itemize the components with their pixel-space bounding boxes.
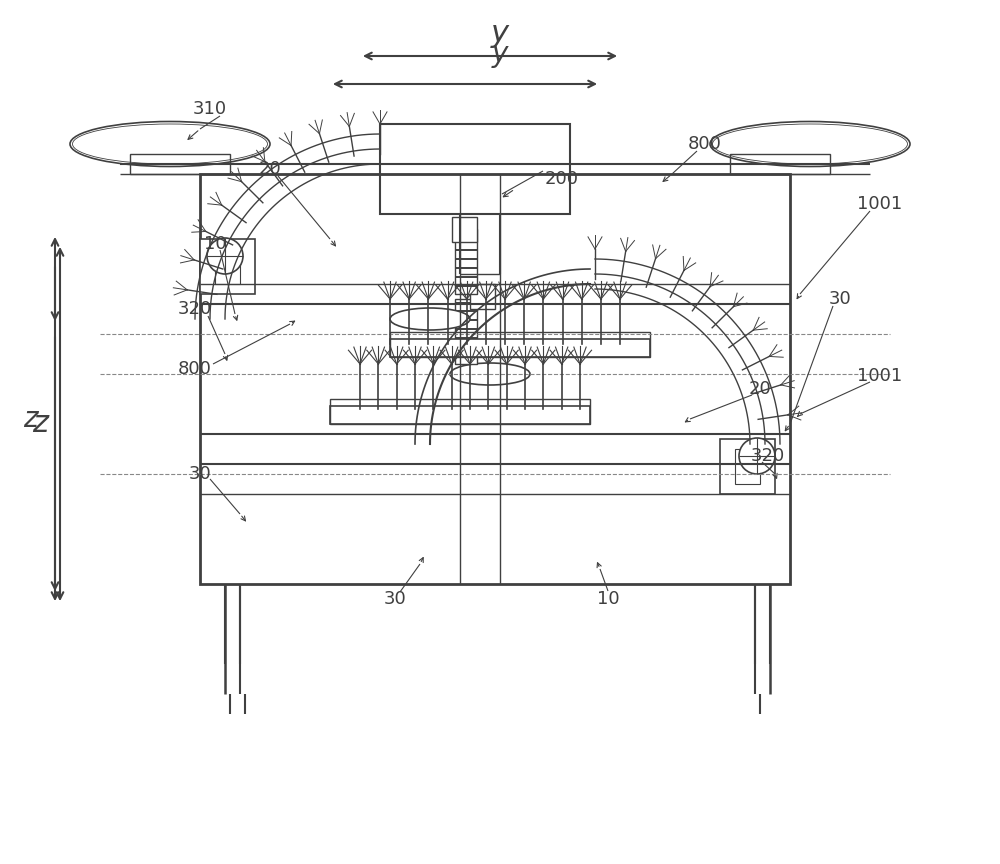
- Bar: [455, 241, 477, 249]
- Text: 30: 30: [384, 590, 406, 608]
- Bar: [720, 439, 775, 494]
- Circle shape: [739, 438, 775, 474]
- Bar: [455, 329, 477, 337]
- Bar: [735, 449, 760, 484]
- Bar: [455, 277, 477, 285]
- Bar: [455, 299, 477, 364]
- Ellipse shape: [450, 363, 530, 385]
- Bar: [455, 229, 477, 294]
- Bar: [455, 302, 477, 310]
- Text: 800: 800: [688, 135, 722, 153]
- Bar: [380, 124, 570, 214]
- Circle shape: [207, 238, 243, 274]
- Bar: [455, 232, 477, 240]
- Bar: [330, 399, 590, 424]
- Text: 30: 30: [189, 465, 211, 483]
- Bar: [130, 154, 230, 174]
- Text: 320: 320: [751, 447, 785, 465]
- Bar: [455, 320, 477, 328]
- Bar: [455, 268, 477, 276]
- Text: z: z: [23, 405, 37, 433]
- Bar: [455, 311, 477, 319]
- Text: 800: 800: [178, 360, 212, 378]
- Text: z: z: [32, 410, 48, 439]
- Bar: [330, 406, 590, 424]
- Text: 10: 10: [204, 235, 226, 253]
- Text: 30: 30: [829, 290, 851, 308]
- Text: y: y: [492, 40, 508, 68]
- Text: 320: 320: [178, 300, 212, 318]
- Bar: [455, 338, 477, 346]
- Bar: [390, 339, 650, 357]
- Bar: [455, 259, 477, 267]
- Bar: [215, 249, 240, 284]
- Bar: [200, 174, 790, 584]
- Bar: [455, 347, 477, 355]
- Text: 310: 310: [193, 100, 227, 118]
- Text: 200: 200: [545, 170, 579, 188]
- Bar: [200, 239, 255, 294]
- Bar: [455, 356, 477, 364]
- Text: 1001: 1001: [857, 195, 903, 213]
- Ellipse shape: [390, 308, 470, 330]
- Bar: [390, 332, 650, 357]
- Text: y: y: [491, 20, 509, 48]
- Bar: [455, 250, 477, 258]
- Text: 1001: 1001: [857, 367, 903, 385]
- Text: 20: 20: [259, 160, 281, 178]
- Text: 20: 20: [749, 380, 771, 398]
- Bar: [730, 154, 830, 174]
- Bar: [452, 217, 477, 242]
- Bar: [455, 286, 477, 294]
- Bar: [470, 284, 495, 309]
- Text: 10: 10: [597, 590, 619, 608]
